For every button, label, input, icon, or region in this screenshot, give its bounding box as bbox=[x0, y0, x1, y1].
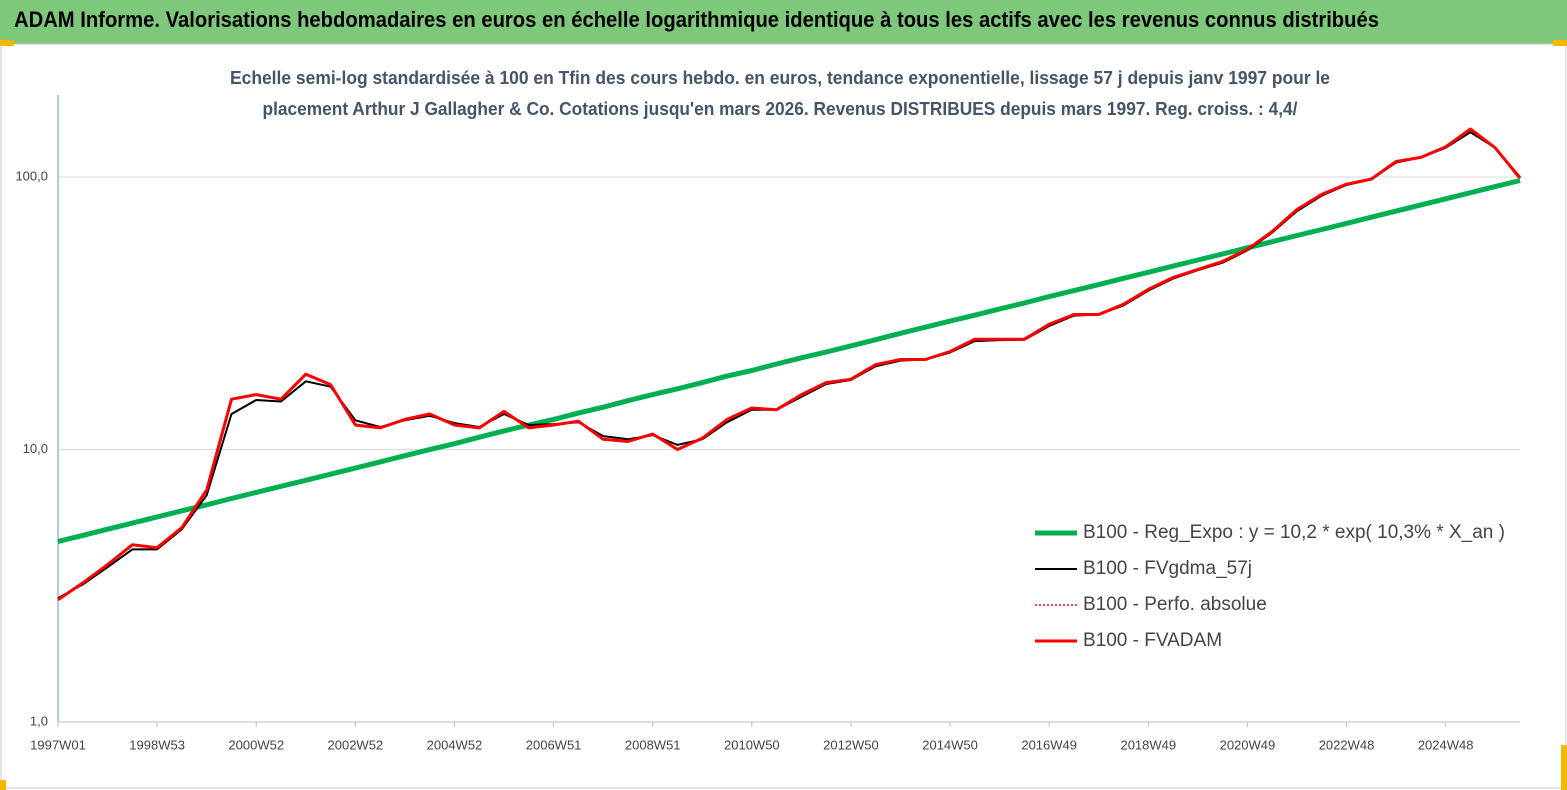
x-tick-label: 2004W52 bbox=[427, 737, 483, 752]
x-tick-label: 2024W48 bbox=[1418, 737, 1474, 752]
x-tick-label: 2022W48 bbox=[1319, 737, 1375, 752]
corner bbox=[1553, 40, 1567, 46]
legend-label: B100 - FVADAM bbox=[1083, 630, 1222, 651]
legend-label: B100 - FVgdma_57j bbox=[1083, 558, 1252, 579]
corner bbox=[0, 780, 6, 790]
header-band bbox=[0, 0, 1567, 44]
x-tick-label: 2020W49 bbox=[1220, 737, 1276, 752]
y-tick-label: 1,0 bbox=[30, 713, 48, 728]
chart-frame bbox=[0, 43, 1567, 789]
x-tick-label: 1998W53 bbox=[129, 737, 185, 752]
header-title: ADAM Informe. Valorisations hebdomadaire… bbox=[14, 7, 1379, 32]
x-tick-label: 2010W50 bbox=[724, 737, 780, 752]
x-tick-label: 2006W51 bbox=[526, 737, 582, 752]
x-tick-label: 2018W49 bbox=[1120, 737, 1176, 752]
chart-subtitle: Echelle semi-log standardisée à 100 en T… bbox=[230, 68, 1330, 88]
corner bbox=[0, 40, 14, 46]
chart-subtitle: placement Arthur J Gallagher & Co. Cotat… bbox=[263, 99, 1298, 119]
x-tick-label: 2014W50 bbox=[922, 737, 978, 752]
corner bbox=[1561, 745, 1567, 790]
series-line bbox=[57, 127, 1522, 601]
y-tick-label: 100,0 bbox=[15, 168, 48, 183]
legend-label: B100 - Reg_Expo : y = 10,2 * exp( 10,3% … bbox=[1083, 522, 1505, 543]
x-tick-label: 2016W49 bbox=[1021, 737, 1077, 752]
x-tick-label: 2012W50 bbox=[823, 737, 879, 752]
x-tick-label: 1997W01 bbox=[30, 737, 86, 752]
x-tick-label: 2008W51 bbox=[625, 737, 681, 752]
legend-label: B100 - Perfo. absolue bbox=[1083, 594, 1267, 615]
series-line bbox=[57, 178, 1521, 544]
y-tick-label: 10,0 bbox=[23, 441, 48, 456]
x-tick-label: 2002W52 bbox=[328, 737, 384, 752]
x-tick-label: 2000W52 bbox=[228, 737, 284, 752]
